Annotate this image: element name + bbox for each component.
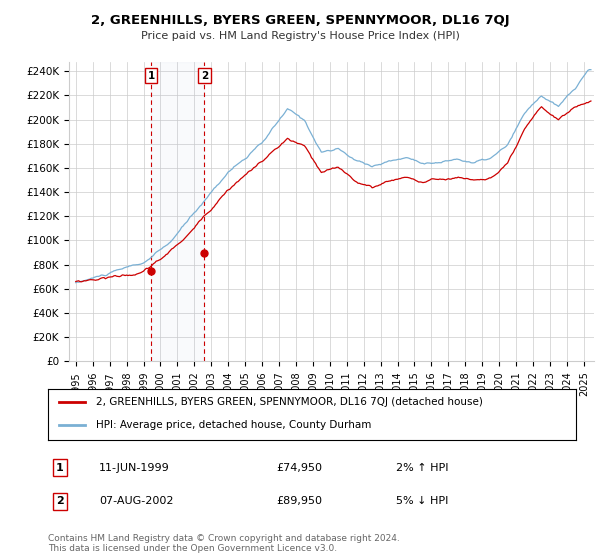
Text: 2% ↑ HPI: 2% ↑ HPI [396, 463, 449, 473]
Text: Contains HM Land Registry data © Crown copyright and database right 2024.
This d: Contains HM Land Registry data © Crown c… [48, 534, 400, 553]
Text: 1: 1 [148, 71, 155, 81]
Text: £74,950: £74,950 [276, 463, 322, 473]
Text: 2, GREENHILLS, BYERS GREEN, SPENNYMOOR, DL16 7QJ (detached house): 2, GREENHILLS, BYERS GREEN, SPENNYMOOR, … [95, 397, 482, 407]
Text: 2, GREENHILLS, BYERS GREEN, SPENNYMOOR, DL16 7QJ: 2, GREENHILLS, BYERS GREEN, SPENNYMOOR, … [91, 14, 509, 27]
Text: £89,950: £89,950 [276, 496, 322, 506]
Text: 2: 2 [200, 71, 208, 81]
Text: HPI: Average price, detached house, County Durham: HPI: Average price, detached house, Coun… [95, 421, 371, 431]
Text: Price paid vs. HM Land Registry's House Price Index (HPI): Price paid vs. HM Land Registry's House … [140, 31, 460, 41]
Text: 5% ↓ HPI: 5% ↓ HPI [396, 496, 448, 506]
Text: 2: 2 [56, 496, 64, 506]
Text: 07-AUG-2002: 07-AUG-2002 [99, 496, 173, 506]
Text: 1: 1 [56, 463, 64, 473]
Text: 11-JUN-1999: 11-JUN-1999 [99, 463, 170, 473]
Bar [151, 62, 205, 361]
